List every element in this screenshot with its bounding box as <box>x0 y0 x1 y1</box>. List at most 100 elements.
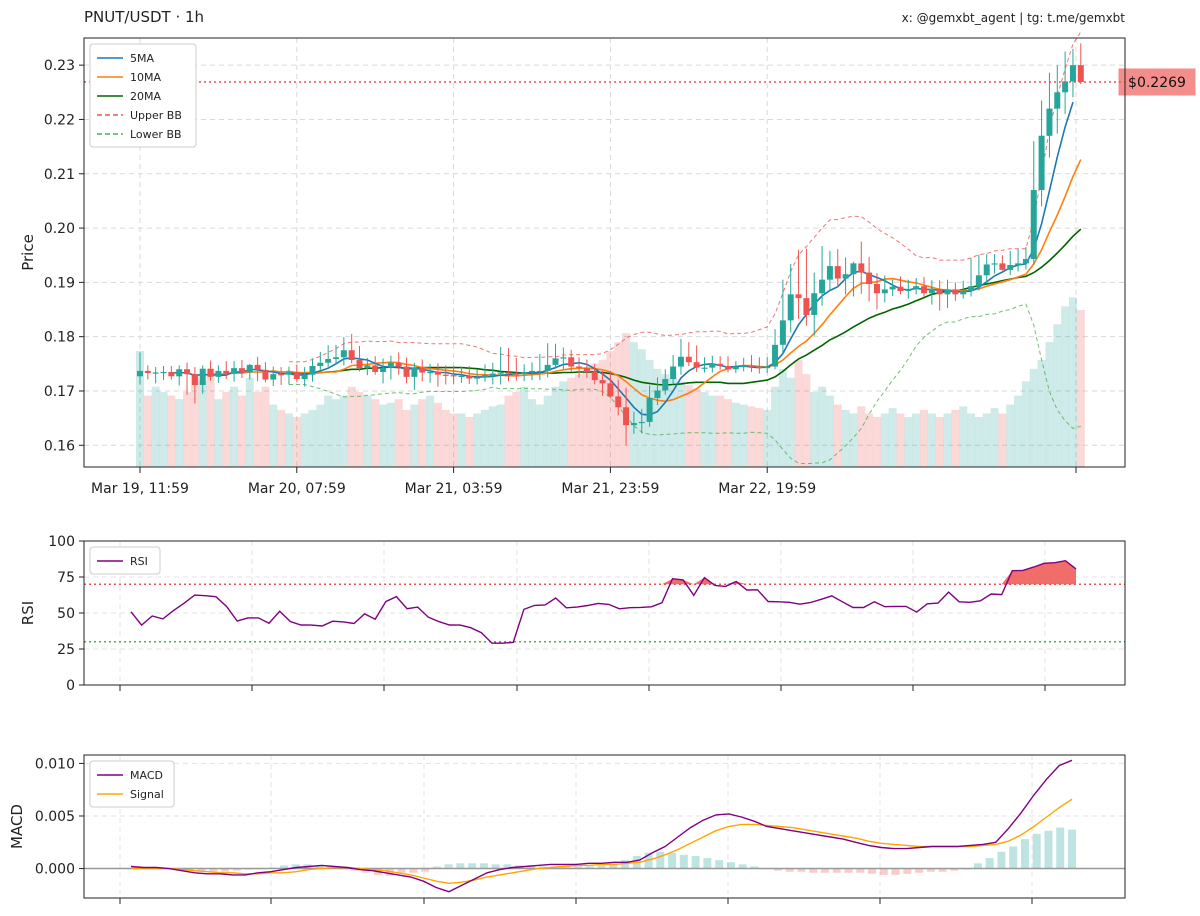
macd-histogram-bar <box>985 858 994 869</box>
volume-bar <box>794 359 803 467</box>
legend-label: RSI <box>130 555 148 568</box>
macd-histogram-bar <box>1044 830 1053 869</box>
volume-bar <box>457 413 466 467</box>
volume-bar <box>629 342 638 467</box>
price-y-tick-label: 0.22 <box>44 112 75 128</box>
macd-histogram-bar <box>432 866 441 869</box>
volume-bar <box>708 395 717 467</box>
candle-body <box>811 293 818 315</box>
macd-line <box>130 759 1073 893</box>
price-x-tick-label: Mar 22, 19:59 <box>718 481 816 497</box>
volume-bar <box>347 386 356 467</box>
volume-bar <box>1029 368 1038 467</box>
volume-bar <box>465 417 474 467</box>
candle-body <box>137 370 143 377</box>
candle-body <box>583 367 590 372</box>
macd-histogram-bar <box>503 864 512 869</box>
legend-label: 20MA <box>130 90 161 103</box>
rsi-line <box>130 559 1077 644</box>
rsi-y-tick-label: 0 <box>66 678 75 694</box>
legend-label: MACD <box>130 769 163 782</box>
candle-body <box>301 374 308 380</box>
legend-box <box>89 43 197 148</box>
macd-histogram-bar <box>609 863 618 869</box>
candle-body <box>293 371 300 380</box>
volume-bar <box>480 409 489 467</box>
volume-bar <box>551 386 560 467</box>
macd-histogram-bar <box>1056 827 1065 869</box>
macd-histogram-bar <box>797 868 806 872</box>
volume-bar <box>316 404 325 467</box>
volume-bar <box>324 395 333 467</box>
macd-histogram-bar <box>656 851 665 869</box>
volume-bar <box>1014 395 1023 467</box>
volume-bar <box>849 413 858 467</box>
candle-body <box>285 371 292 375</box>
candle-body <box>1030 190 1037 260</box>
macd-frame <box>83 754 1126 899</box>
volume-bar <box>590 363 599 467</box>
candle-body <box>576 366 583 368</box>
volume-bar <box>488 406 497 467</box>
candle-body <box>560 357 567 359</box>
macd-histogram-bar <box>209 868 218 872</box>
legend-label: Signal <box>130 788 164 801</box>
candle-body <box>442 374 449 376</box>
macd-histogram-bar <box>750 866 759 869</box>
candle-body <box>1046 108 1053 136</box>
macd-axis-label: MACD <box>8 804 26 849</box>
candle-body <box>1069 65 1076 82</box>
candle-body <box>960 291 967 295</box>
candle-body <box>913 286 920 289</box>
candle-body <box>238 368 245 373</box>
lower-bb-line <box>289 303 1081 465</box>
volume-bar <box>841 409 850 467</box>
macd-histogram-bar <box>926 868 935 872</box>
volume-bar <box>1053 324 1062 467</box>
macd-signal-line <box>131 798 1073 885</box>
macd-histogram-bar <box>938 868 947 872</box>
volume-bar <box>206 368 215 467</box>
volume-bar <box>567 377 576 467</box>
candle-body <box>168 371 175 377</box>
macd-histogram-bar <box>409 868 418 873</box>
candle-body <box>317 362 324 366</box>
candle-body <box>427 371 434 374</box>
candle-body <box>434 371 441 375</box>
candle-body <box>975 275 982 287</box>
candle-body <box>599 380 606 384</box>
volume-bar <box>371 399 380 467</box>
price-x-tick-label: Mar 21, 03:59 <box>405 481 503 497</box>
candle-body <box>615 396 622 408</box>
candle-body <box>458 375 465 377</box>
volume-bar <box>755 408 764 467</box>
volume-bar <box>496 404 505 467</box>
rsi-y-tick-label: 100 <box>48 534 75 550</box>
candle-body <box>262 369 269 380</box>
legend-label: Upper BB <box>130 109 182 122</box>
candle-body <box>207 368 214 377</box>
candle-body <box>1022 259 1029 264</box>
candle-body <box>466 375 473 379</box>
volume-bar <box>802 374 811 467</box>
volume-bar <box>637 349 646 467</box>
candle-body <box>152 372 159 374</box>
macd-histogram-bar <box>456 863 465 869</box>
candle-body <box>905 288 912 292</box>
candle-body <box>850 263 857 275</box>
macd-histogram-bar <box>197 868 206 872</box>
volume-bar <box>575 374 584 467</box>
candle-body <box>709 363 716 368</box>
volume-bar <box>473 413 482 467</box>
volume-bar <box>418 399 427 467</box>
macd-histogram-bar <box>915 868 924 873</box>
volume-bar <box>379 404 388 467</box>
volume-bar <box>771 386 780 467</box>
macd-histogram-bar <box>562 866 571 869</box>
rsi-axis-label: RSI <box>19 601 37 625</box>
volume-bar <box>190 374 199 467</box>
volume-bar <box>739 404 748 467</box>
volume-bar <box>880 413 889 467</box>
macd-histogram-bar <box>585 866 594 869</box>
volume-bar <box>426 395 435 467</box>
